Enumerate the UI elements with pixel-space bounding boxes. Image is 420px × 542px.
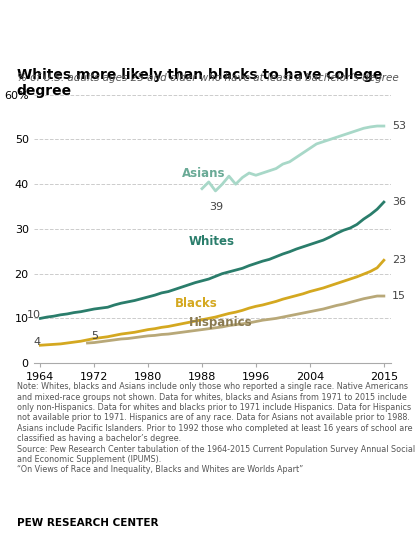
Text: % of U.S. adults ages 25 and older who have at least a bachelor’s degree: % of U.S. adults ages 25 and older who h… xyxy=(17,73,399,83)
Text: 10: 10 xyxy=(26,311,40,320)
Text: PEW RESEARCH CENTER: PEW RESEARCH CENTER xyxy=(17,519,158,528)
Text: Blacks: Blacks xyxy=(175,297,218,310)
Text: Whites: Whites xyxy=(189,235,234,248)
Text: 15: 15 xyxy=(392,291,406,301)
Text: 36: 36 xyxy=(392,197,406,207)
Text: 39: 39 xyxy=(209,202,223,212)
Text: Whites more likely than blacks to have college degree: Whites more likely than blacks to have c… xyxy=(17,68,382,98)
Text: 53: 53 xyxy=(392,121,406,131)
Text: Hispanics: Hispanics xyxy=(189,317,252,330)
Text: 23: 23 xyxy=(392,255,406,265)
Text: 4: 4 xyxy=(33,337,40,347)
Text: 5: 5 xyxy=(91,331,98,340)
Text: Asians: Asians xyxy=(182,167,225,180)
Text: Note: Whites, blacks and Asians include only those who reported a single race. N: Note: Whites, blacks and Asians include … xyxy=(17,382,415,474)
